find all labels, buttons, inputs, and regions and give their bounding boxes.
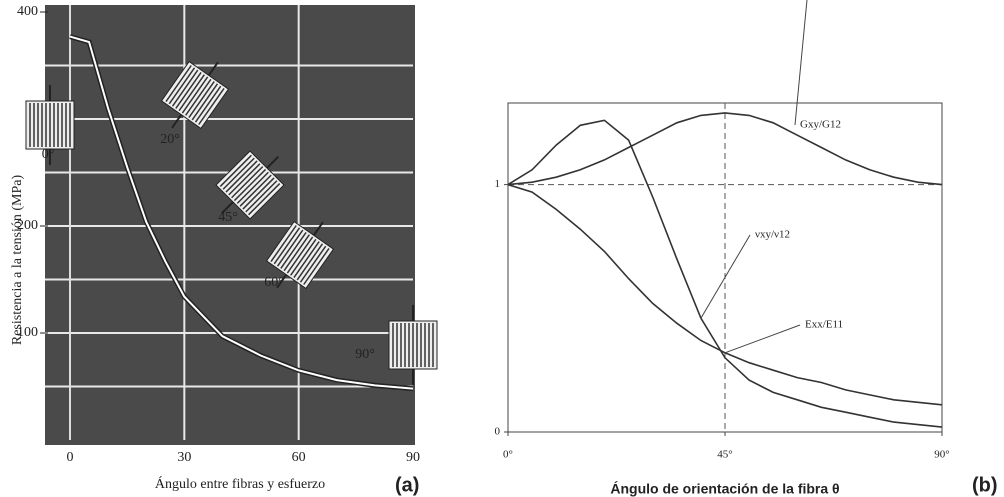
leader-line: [795, 0, 807, 125]
annotation: 45°: [218, 210, 238, 225]
annotation: 20°: [160, 132, 180, 147]
y-tick-label: 400: [17, 4, 38, 19]
panel-label: (a): [395, 474, 419, 496]
annotation: 90°: [355, 347, 375, 362]
y-tick-label: 1: [495, 178, 501, 190]
x-tick-label: 30: [177, 450, 191, 465]
x-tick-label: 0: [67, 450, 74, 465]
series-label: νxy/ν12: [755, 229, 790, 241]
x-tick-label: 90: [406, 450, 420, 465]
annotation: 60°: [264, 275, 284, 290]
leader-line: [725, 325, 800, 353]
x-tick-label: 45°: [717, 449, 732, 461]
series-label: Gxy/G12: [800, 119, 841, 131]
y-tick-label: 0: [495, 426, 501, 438]
panel-label: (b): [972, 474, 998, 496]
x-axis-label: Ángulo entre fibras y esfuerzo: [155, 475, 325, 492]
chart-panel: 0 1 0° 45° 90° Ángulo de orientación de la fi…: [495, 0, 998, 497]
figure: 1002004000306090Resistencia a la tensión…: [0, 0, 1004, 497]
y-axis-label: Resistencia a la tensión (MPa): [10, 175, 25, 346]
x-tick-label: 90°: [934, 449, 949, 461]
x-axis-label: Ángulo de orientación de la fibra θ: [610, 481, 839, 497]
annotation: 0°: [42, 147, 55, 162]
x-tick-label: 0°: [503, 449, 513, 461]
x-tick-label: 60: [292, 450, 306, 465]
series-label: Exx/E11: [805, 319, 843, 331]
